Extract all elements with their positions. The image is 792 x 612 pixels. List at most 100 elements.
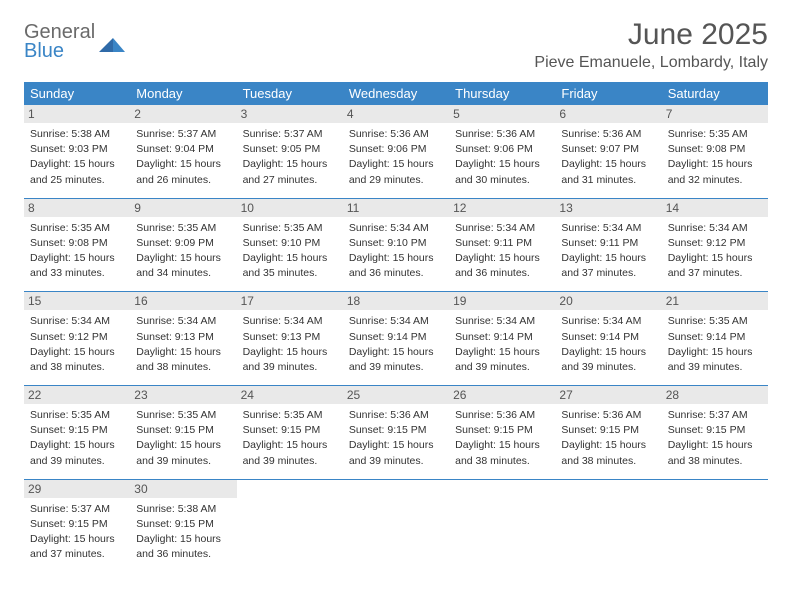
- calendar-cell: 21 Sunrise: 5:35 AMSunset: 9:14 PMDayligh…: [662, 292, 768, 386]
- day-sunset: Sunset: 9:06 PM: [455, 142, 549, 156]
- day-d1: Daylight: 15 hours: [243, 438, 337, 452]
- title-block: June 2025 Pieve Emanuele, Lombardy, Ital…: [534, 18, 768, 72]
- calendar-row: 8Sunrise: 5:35 AMSunset: 9:08 PMDaylight…: [24, 198, 768, 292]
- day-number: 12: [449, 199, 555, 217]
- weekday-header: Tuesday: [237, 82, 343, 105]
- day-number: 17: [237, 292, 343, 310]
- day-d1: Daylight: 15 hours: [136, 438, 230, 452]
- day-d2: and 38 minutes.: [455, 454, 549, 468]
- day-number: 18: [343, 292, 449, 310]
- day-sunrise: Sunrise: 5:38 AM: [136, 502, 230, 516]
- day-sunrise: Sunrise: 5:35 AM: [243, 408, 337, 422]
- day-d2: and 36 minutes.: [349, 266, 443, 280]
- day-details: Sunrise: 5:35 AMSunset: 9:15 PMDaylight:…: [243, 408, 337, 468]
- day-details: Sunrise: 5:34 AMSunset: 9:14 PMDaylight:…: [561, 314, 655, 374]
- weekday-header: Thursday: [449, 82, 555, 105]
- day-sunset: Sunset: 9:15 PM: [455, 423, 549, 437]
- day-d2: and 34 minutes.: [136, 266, 230, 280]
- day-sunrise: Sunrise: 5:34 AM: [349, 221, 443, 235]
- day-d2: and 39 minutes.: [243, 360, 337, 374]
- calendar-body: 1 Sunrise: 5:38 AMSunset: 9:03 PMDaylight…: [24, 105, 768, 572]
- day-sunset: Sunset: 9:10 PM: [349, 236, 443, 250]
- day-number: 1: [24, 105, 130, 123]
- day-number: 30: [130, 480, 236, 498]
- calendar-cell: 24Sunrise: 5:35 AMSunset: 9:15 PMDayligh…: [237, 386, 343, 480]
- day-d1: Daylight: 15 hours: [668, 438, 762, 452]
- day-d1: Daylight: 15 hours: [561, 157, 655, 171]
- day-d1: Daylight: 15 hours: [136, 345, 230, 359]
- calendar-cell: 10Sunrise: 5:35 AMSunset: 9:10 PMDayligh…: [237, 198, 343, 292]
- day-sunset: Sunset: 9:15 PM: [136, 517, 230, 531]
- day-d1: Daylight: 15 hours: [30, 157, 124, 171]
- day-sunset: Sunset: 9:15 PM: [668, 423, 762, 437]
- day-sunrise: Sunrise: 5:38 AM: [30, 127, 124, 141]
- day-details: Sunrise: 5:38 AMSunset: 9:03 PMDaylight:…: [30, 127, 124, 187]
- day-d2: and 29 minutes.: [349, 173, 443, 187]
- day-sunset: Sunset: 9:11 PM: [561, 236, 655, 250]
- day-sunset: Sunset: 9:14 PM: [455, 330, 549, 344]
- day-d2: and 27 minutes.: [243, 173, 337, 187]
- day-sunrise: Sunrise: 5:37 AM: [136, 127, 230, 141]
- day-sunset: Sunset: 9:13 PM: [243, 330, 337, 344]
- weekday-header: Saturday: [662, 82, 768, 105]
- day-number: 13: [555, 199, 661, 217]
- day-details: Sunrise: 5:36 AMSunset: 9:06 PMDaylight:…: [455, 127, 549, 187]
- day-d1: Daylight: 15 hours: [349, 157, 443, 171]
- day-details: Sunrise: 5:38 AMSunset: 9:15 PMDaylight:…: [136, 502, 230, 562]
- day-d2: and 39 minutes.: [349, 360, 443, 374]
- day-number: 26: [449, 386, 555, 404]
- day-d2: and 33 minutes.: [30, 266, 124, 280]
- day-details: Sunrise: 5:35 AMSunset: 9:14 PMDaylight:…: [668, 314, 762, 374]
- calendar-cell: 7Sunrise: 5:35 AMSunset: 9:08 PMDaylight…: [662, 105, 768, 198]
- day-d2: and 25 minutes.: [30, 173, 124, 187]
- day-d1: Daylight: 15 hours: [561, 438, 655, 452]
- day-number: 19: [449, 292, 555, 310]
- month-title: June 2025: [534, 18, 768, 52]
- day-d2: and 38 minutes.: [30, 360, 124, 374]
- day-sunrise: Sunrise: 5:35 AM: [668, 314, 762, 328]
- day-d1: Daylight: 15 hours: [136, 251, 230, 265]
- day-d1: Daylight: 15 hours: [30, 251, 124, 265]
- day-details: Sunrise: 5:34 AMSunset: 9:11 PMDaylight:…: [561, 221, 655, 281]
- day-sunset: Sunset: 9:14 PM: [561, 330, 655, 344]
- day-sunrise: Sunrise: 5:34 AM: [136, 314, 230, 328]
- day-d1: Daylight: 15 hours: [349, 438, 443, 452]
- calendar-cell: 18 Sunrise: 5:34 AMSunset: 9:14 PMDayligh…: [343, 292, 449, 386]
- day-sunrise: Sunrise: 5:37 AM: [30, 502, 124, 516]
- day-d1: Daylight: 15 hours: [136, 532, 230, 546]
- day-sunset: Sunset: 9:07 PM: [561, 142, 655, 156]
- day-d1: Daylight: 15 hours: [243, 251, 337, 265]
- day-sunset: Sunset: 9:06 PM: [349, 142, 443, 156]
- calendar-cell: [662, 479, 768, 572]
- day-details: Sunrise: 5:34 AMSunset: 9:12 PMDaylight:…: [668, 221, 762, 281]
- calendar-row: 29Sunrise: 5:37 AMSunset: 9:15 PMDayligh…: [24, 479, 768, 572]
- logo-blue: Blue: [24, 41, 95, 61]
- day-sunset: Sunset: 9:10 PM: [243, 236, 337, 250]
- day-details: Sunrise: 5:34 AMSunset: 9:13 PMDaylight:…: [136, 314, 230, 374]
- day-details: Sunrise: 5:36 AMSunset: 9:15 PMDaylight:…: [561, 408, 655, 468]
- calendar: Sunday Monday Tuesday Wednesday Thursday…: [24, 82, 768, 572]
- day-number: 3: [237, 105, 343, 123]
- day-d1: Daylight: 15 hours: [30, 345, 124, 359]
- day-sunrise: Sunrise: 5:34 AM: [455, 221, 549, 235]
- day-sunset: Sunset: 9:15 PM: [30, 423, 124, 437]
- calendar-row: 15Sunrise: 5:34 AMSunset: 9:12 PMDayligh…: [24, 292, 768, 386]
- day-d1: Daylight: 15 hours: [455, 438, 549, 452]
- calendar-cell: 11Sunrise: 5:34 AMSunset: 9:10 PMDayligh…: [343, 198, 449, 292]
- day-sunset: Sunset: 9:05 PM: [243, 142, 337, 156]
- day-sunset: Sunset: 9:15 PM: [136, 423, 230, 437]
- day-sunset: Sunset: 9:12 PM: [30, 330, 124, 344]
- day-d1: Daylight: 15 hours: [455, 251, 549, 265]
- day-d2: and 26 minutes.: [136, 173, 230, 187]
- day-details: Sunrise: 5:34 AMSunset: 9:13 PMDaylight:…: [243, 314, 337, 374]
- day-details: Sunrise: 5:34 AMSunset: 9:14 PMDaylight:…: [349, 314, 443, 374]
- day-number: 21: [662, 292, 768, 310]
- weekday-header: Monday: [130, 82, 236, 105]
- page: General Blue June 2025 Pieve Emanuele, L…: [0, 0, 792, 590]
- day-number: 20: [555, 292, 661, 310]
- calendar-cell: 5Sunrise: 5:36 AMSunset: 9:06 PMDaylight…: [449, 105, 555, 198]
- calendar-row: 22Sunrise: 5:35 AMSunset: 9:15 PMDayligh…: [24, 386, 768, 480]
- calendar-cell: 20 Sunrise: 5:34 AMSunset: 9:14 PMDayligh…: [555, 292, 661, 386]
- logo-mark-icon: [99, 34, 125, 52]
- day-d1: Daylight: 15 hours: [668, 157, 762, 171]
